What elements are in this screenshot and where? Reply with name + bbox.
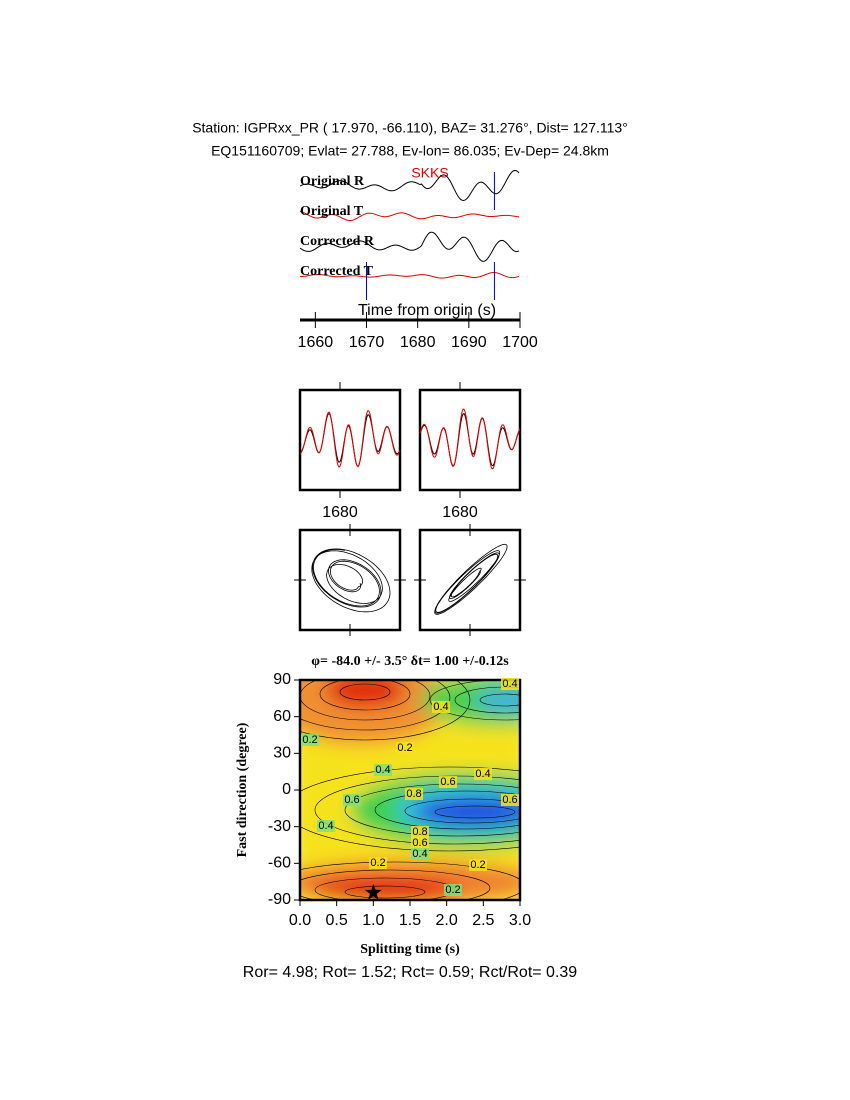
contour-label: 0.4: [502, 678, 517, 690]
waveform: [300, 272, 520, 279]
header-line: EQ151160709; Evlat= 27.788, Ev-lon= 86.0…: [211, 143, 609, 159]
x-tick-label: 1.0: [362, 912, 384, 929]
footer: Ror= 4.98; Rot= 1.52; Rct= 0.59; Rct/Rot…: [243, 964, 578, 981]
contour-label-bg: [439, 776, 457, 788]
waveform: [299, 169, 520, 202]
waveform: [299, 231, 520, 262]
contour-label: 0.2: [470, 859, 485, 871]
x-tick-label: 0.0: [289, 912, 311, 929]
contour-label-bg: [317, 820, 335, 832]
x-tick-label: 1680: [400, 334, 436, 351]
contour-label: 0.8: [406, 788, 421, 800]
contour-label-bg: [411, 848, 429, 860]
trace-label: Corrected R: [300, 234, 375, 249]
x-tick-label: 1680: [442, 504, 478, 521]
x-tick-label: 2.0: [436, 912, 458, 929]
contour-label: 0.6: [344, 794, 359, 806]
contour-label-bg: [444, 884, 462, 896]
panel-frame: [298, 388, 402, 492]
x-tick-label: 1700: [502, 334, 538, 351]
contour-label: 0.2: [370, 857, 385, 869]
trace-label: Original T: [300, 204, 364, 219]
y-tick-label: 0: [282, 781, 291, 798]
panel-frame: [418, 528, 522, 632]
y-tick-label: 60: [273, 708, 291, 725]
contour-label-bg: [501, 678, 519, 690]
y-tick-label: -90: [268, 891, 291, 908]
x-tick-label: 1.5: [399, 912, 421, 929]
x-tick-label: 1660: [298, 334, 334, 351]
contour-label-bg: [411, 837, 429, 849]
x-tick-label: 1680: [322, 504, 358, 521]
contour-label-bg: [411, 826, 429, 838]
x-axis-label: Splitting time (s): [360, 942, 460, 957]
contour-label: 0.2: [302, 734, 317, 746]
contour-label-bg: [474, 768, 492, 780]
x-tick-label: 0.5: [326, 912, 348, 929]
contour-map: [300, 680, 520, 900]
panel-frame: [418, 388, 522, 492]
contour-label: 0.2: [445, 884, 460, 896]
splitting-title: φ= -84.0 +/- 3.5° δt= 1.00 +/-0.12s: [311, 654, 509, 669]
contour-label-bg: [369, 857, 387, 869]
particle-motion: [434, 543, 508, 615]
contour-label-bg: [432, 701, 450, 713]
y-tick-label: 90: [273, 671, 291, 688]
particle-motion: [311, 548, 391, 613]
contour-label-bg: [301, 734, 319, 746]
panel-frame: [298, 528, 402, 632]
contour-label-bg: [469, 859, 487, 871]
y-tick-label: -60: [268, 855, 291, 872]
contour-label: 0.8: [412, 826, 427, 838]
waveform: [419, 408, 521, 470]
x-tick-label: 2.5: [472, 912, 494, 929]
contour-label: 0.4: [375, 764, 390, 776]
waveform: [419, 413, 521, 467]
contour-label: 0.6: [502, 794, 517, 806]
contour-label-bg: [343, 794, 361, 806]
trace-label: Corrected T: [300, 264, 374, 279]
contour-label: 0.4: [412, 848, 427, 860]
phase-label: SKKS: [411, 165, 448, 181]
contour-label: 0.4: [318, 820, 333, 832]
header-line: Station: IGPRxx_PR ( 17.970, -66.110), B…: [192, 120, 628, 136]
contour-label: 0.6: [440, 776, 455, 788]
best-fit-star: [364, 883, 382, 900]
y-tick-label: 30: [273, 745, 291, 762]
contour-label: 0.4: [475, 768, 490, 780]
y-tick-label: -30: [268, 818, 291, 835]
trace-label: Original R: [300, 174, 365, 189]
x-tick-label: 1670: [349, 334, 385, 351]
x-tick-label: 3.0: [509, 912, 531, 929]
contour-label-bg: [501, 794, 519, 806]
contour-label: 0.6: [412, 837, 427, 849]
contour-label-bg: [396, 742, 414, 754]
waveform: [299, 210, 520, 222]
contour-label: 0.4: [433, 701, 448, 713]
contour-label-bg: [405, 788, 423, 800]
x-axis-label: Time from origin (s): [358, 302, 496, 319]
contour-label-bg: [374, 764, 392, 776]
waveform: [299, 409, 401, 468]
x-tick-label: 1690: [451, 334, 487, 351]
y-axis-label: Fast direction (degree): [235, 722, 250, 857]
contour-label: 0.2: [397, 742, 412, 754]
